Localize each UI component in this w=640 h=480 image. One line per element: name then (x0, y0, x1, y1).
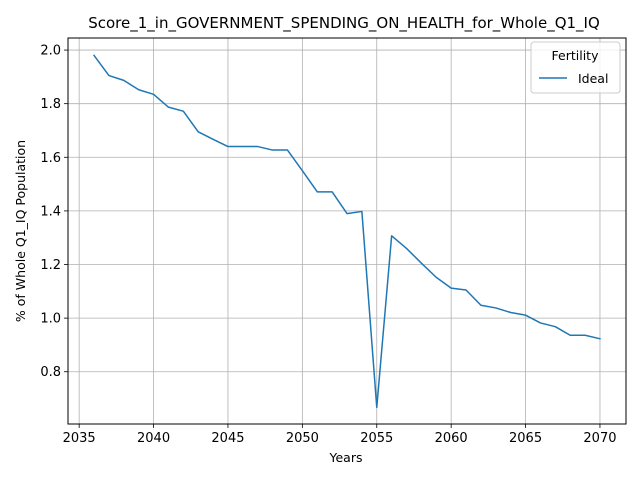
x-tick-label: 2035 (63, 431, 96, 446)
x-tick-label: 2050 (286, 431, 319, 446)
plot-frame (67, 37, 627, 425)
legend: Fertility Ideal (530, 41, 621, 94)
y-axis-label: % of Whole Q1_IQ Population (13, 140, 28, 322)
chart-title: Score_1_in_GOVERNMENT_SPENDING_ON_HEALTH… (88, 14, 600, 33)
y-tick-label: 1.2 (40, 258, 61, 273)
y-tick-label: 0.8 (40, 365, 61, 380)
x-tick-label: 2070 (583, 431, 616, 446)
series-layer (92, 54, 601, 409)
y-tick-label: 1.0 (40, 312, 61, 327)
x-tick-label: 2045 (211, 431, 244, 446)
y-tick-label: 1.8 (40, 97, 61, 112)
y-tick-label: 1.4 (40, 204, 61, 219)
legend-title: Fertility (552, 48, 600, 63)
y-tick-label: 1.6 (40, 151, 61, 166)
legend-label-ideal: Ideal (578, 71, 608, 86)
ticks: 2035 2040 2045 2050 2055 2060 2065 2070 0.8 1.0 1.… (40, 44, 616, 446)
x-tick-label: 2060 (435, 431, 468, 446)
x-tick-label: 2055 (360, 431, 393, 446)
legend-box (530, 41, 621, 94)
y-tick-label: 2.0 (40, 44, 61, 59)
grid (68, 38, 626, 424)
x-tick-label: 2065 (509, 431, 542, 446)
series-line-ideal (92, 54, 601, 409)
x-tick-label: 2040 (137, 431, 170, 446)
x-axis-label: Years (329, 450, 363, 465)
